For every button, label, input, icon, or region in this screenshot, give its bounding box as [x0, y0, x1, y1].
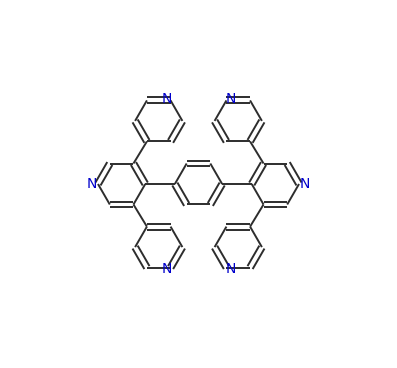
Text: N: N [225, 262, 235, 276]
Text: N: N [162, 92, 172, 106]
Text: N: N [162, 262, 172, 276]
Text: N: N [225, 92, 235, 106]
Text: N: N [300, 177, 310, 191]
Text: N: N [87, 177, 97, 191]
